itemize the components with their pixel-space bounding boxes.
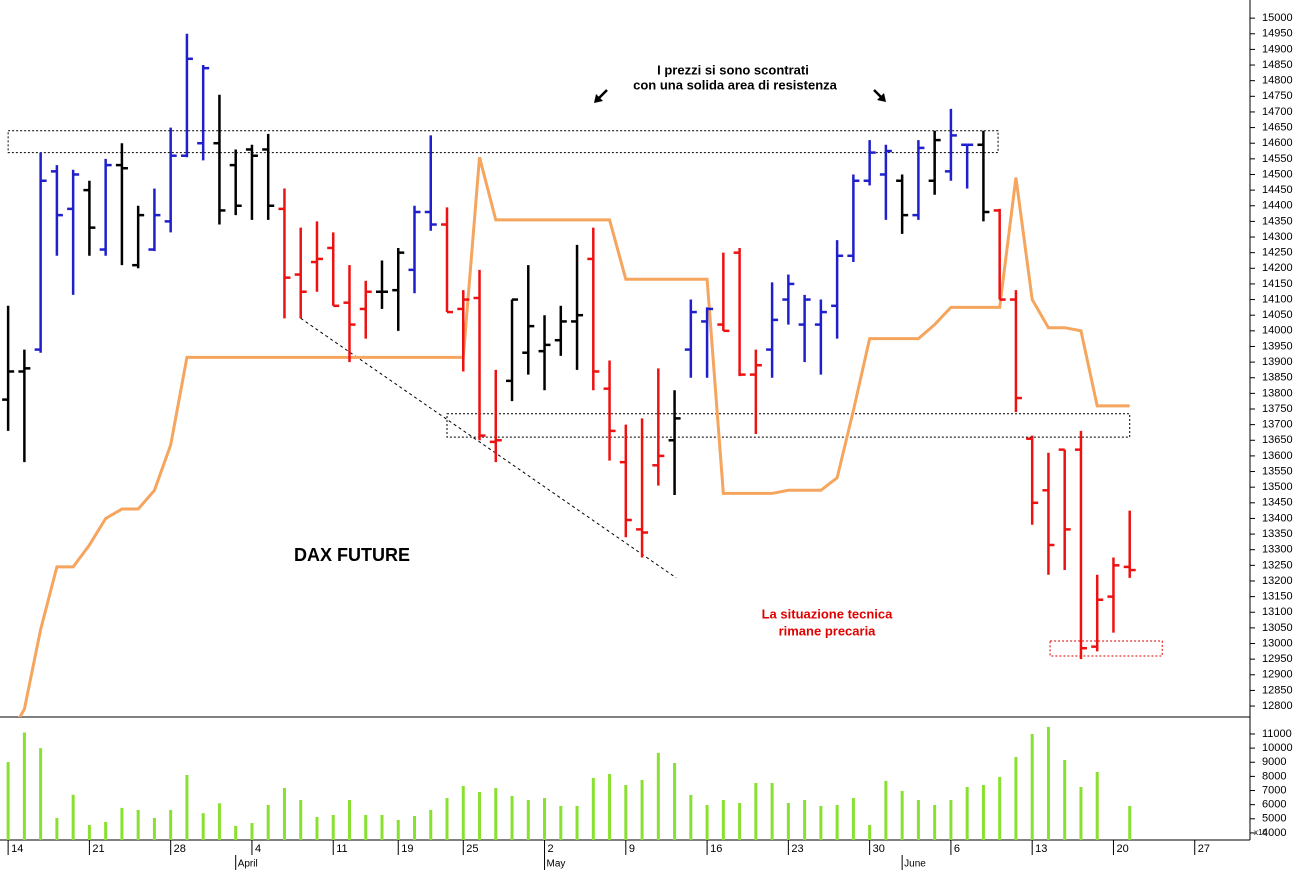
y-tick-label: 14500	[1262, 168, 1293, 180]
y-tick-label: 14100	[1262, 293, 1293, 305]
month-label: June	[904, 859, 926, 870]
x-tick-label: 11	[336, 843, 347, 855]
y-tick-label: 14200	[1262, 262, 1293, 274]
y-tick-label: 13900	[1262, 356, 1293, 368]
y-tick-label: 14350	[1262, 215, 1293, 227]
y-tick-label: 13700	[1262, 419, 1293, 431]
y-tick-label: 13050	[1262, 622, 1293, 634]
x-tick-label: 4	[255, 843, 261, 855]
y-tick-label: 11000	[1262, 728, 1292, 740]
annotation: La situazione tecnica	[762, 606, 894, 621]
y-tick-label: 13200	[1262, 575, 1293, 587]
y-tick-label: 13750	[1262, 403, 1293, 415]
chart-title: DAX FUTURE	[294, 545, 410, 565]
y-tick-label: 14400	[1262, 200, 1293, 212]
y-tick-label: 10000	[1262, 742, 1293, 754]
y-tick-label: 13450	[1262, 497, 1293, 509]
y-tick-label: 13150	[1262, 591, 1293, 603]
y-tick-label: 13400	[1262, 512, 1293, 524]
y-tick-label: 8000	[1262, 770, 1286, 782]
annotation: I prezzi si sono scontrati	[657, 62, 809, 77]
y-tick-label: 5000	[1262, 813, 1286, 825]
y-tick-label: 14250	[1262, 247, 1293, 259]
x-tick-label: 19	[401, 843, 413, 855]
y-tick-label: 14300	[1262, 231, 1293, 243]
x-tick-label: 23	[791, 843, 803, 855]
y-tick-label: 13800	[1262, 387, 1293, 399]
x-tick-label: 2	[548, 843, 554, 855]
y-tick-label: 12800	[1262, 700, 1293, 712]
y-tick-label: 13300	[1262, 544, 1293, 556]
y-tick-label: 14050	[1262, 309, 1293, 321]
x-tick-label: 13	[1035, 843, 1047, 855]
x-tick-label: 28	[174, 843, 186, 855]
y-tick-label: 13950	[1262, 340, 1293, 352]
y-tick-label: 9000	[1262, 756, 1286, 768]
trendline	[300, 317, 677, 579]
annotation: con una solida area di resistenza	[633, 77, 838, 92]
y-tick-label: 13100	[1262, 606, 1293, 618]
y-tick-label: 12850	[1262, 684, 1293, 696]
plot-area	[2, 33, 1163, 717]
y-tick-label: 6000	[1262, 799, 1286, 811]
y-tick-label: 14800	[1262, 75, 1293, 87]
y-tick-label: 7000	[1262, 784, 1286, 796]
annotation: rimane precaria	[779, 623, 877, 638]
y-tick-label: 4000	[1262, 827, 1286, 839]
y-tick-label: 14850	[1262, 59, 1293, 71]
x-tick-label: 30	[873, 843, 885, 855]
y-tick-label: 13250	[1262, 559, 1293, 571]
arrow	[594, 89, 608, 103]
y-tick-label: 15000	[1262, 12, 1293, 24]
x-tick-label: 27	[1198, 843, 1210, 855]
y-tick-label: 14700	[1262, 106, 1293, 118]
resistance-zone	[1049, 640, 1163, 657]
x-tick-label: 25	[466, 843, 478, 855]
resistance-zone	[7, 130, 999, 154]
x-tick-label: 21	[92, 843, 104, 855]
x-tick-label: 20	[1116, 843, 1128, 855]
y-tick-label: 13000	[1262, 637, 1293, 649]
x-tick-label: 16	[710, 843, 722, 855]
y-tick-label: 13600	[1262, 450, 1293, 462]
unit-label: x10	[1254, 828, 1267, 837]
y-tick-label: 14150	[1262, 278, 1293, 290]
month-label: April	[238, 859, 258, 870]
arrow	[873, 89, 886, 102]
y-tick-label: 13350	[1262, 528, 1293, 540]
y-tick-label: 13550	[1262, 465, 1293, 477]
y-tick-label: 14550	[1262, 153, 1293, 165]
y-tick-label: 14600	[1262, 137, 1293, 149]
y-tick-label: 14950	[1262, 28, 1293, 40]
x-tick-label: 9	[629, 843, 635, 855]
overlay-line	[18, 156, 1130, 717]
y-tick-label: 13850	[1262, 372, 1293, 384]
month-label: May	[547, 859, 566, 870]
y-tick-label: 14900	[1262, 43, 1293, 55]
y-tick-label: 13500	[1262, 481, 1293, 493]
x-tick-label: 14	[11, 843, 23, 855]
y-tick-label: 12900	[1262, 669, 1293, 681]
resistance-zone	[446, 413, 1131, 438]
y-tick-label: 14650	[1262, 121, 1293, 133]
y-tick-label: 14750	[1262, 90, 1293, 102]
y-tick-label: 14000	[1262, 325, 1293, 337]
y-tick-label: 12950	[1262, 653, 1293, 665]
y-tick-label: 14450	[1262, 184, 1293, 196]
x-tick-label: 6	[954, 843, 960, 855]
y-tick-label: 13650	[1262, 434, 1293, 446]
